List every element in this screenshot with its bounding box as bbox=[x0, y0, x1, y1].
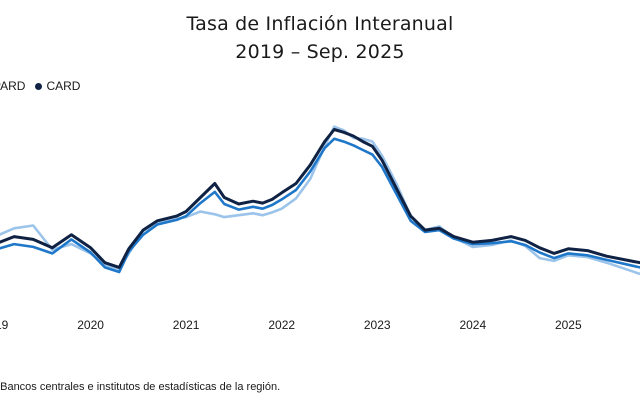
source-note: : Bancos centrales e institutos de estad… bbox=[0, 381, 281, 393]
chart-subtitle: 2019 – Sep. 2025 bbox=[235, 41, 405, 63]
x-tick-label: 2022 bbox=[268, 318, 295, 332]
chart-title: Tasa de Inflación Interanual bbox=[186, 13, 454, 35]
x-tick-label: 2023 bbox=[364, 318, 391, 332]
series-line-pard bbox=[0, 137, 640, 274]
legend-swatch-card bbox=[35, 82, 43, 90]
series-line-card bbox=[0, 128, 640, 269]
legend-label-pard: PARD bbox=[0, 79, 26, 93]
x-tick-label: 2024 bbox=[459, 318, 486, 332]
x-tick-label: 2025 bbox=[555, 318, 582, 332]
x-tick-label: 2020 bbox=[77, 318, 104, 332]
legend: PARD CARD bbox=[0, 79, 80, 93]
x-tick-label: 2019 bbox=[0, 318, 9, 332]
legend-label-card: CARD bbox=[46, 79, 81, 93]
x-tick-label: 2021 bbox=[173, 318, 200, 332]
